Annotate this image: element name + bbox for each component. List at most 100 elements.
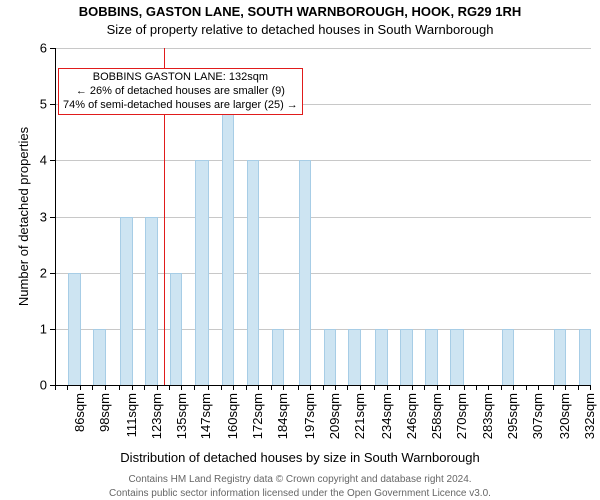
x-tick [360, 385, 361, 390]
x-tick-label: 184sqm [275, 393, 290, 439]
x-tick [67, 385, 68, 390]
x-tick-label: 332sqm [582, 393, 597, 439]
y-tick-label: 0 [0, 378, 47, 393]
x-tick-label: 209sqm [327, 393, 342, 439]
x-tick [105, 385, 106, 390]
bar [93, 329, 105, 385]
x-tick-label: 86sqm [72, 393, 87, 432]
x-tick [464, 385, 465, 390]
x-tick [488, 385, 489, 390]
x-tick [310, 385, 311, 390]
bar [272, 329, 284, 385]
x-tick [374, 385, 375, 390]
bar [425, 329, 437, 385]
y-tick [50, 48, 55, 49]
x-tick [538, 385, 539, 390]
x-tick [208, 385, 209, 390]
bar [348, 329, 360, 385]
bar [68, 273, 80, 385]
x-tick [347, 385, 348, 390]
x-tick [55, 385, 56, 390]
x-tick [335, 385, 336, 390]
x-tick [565, 385, 566, 390]
gridline [56, 217, 591, 218]
annotation-line1: BOBBINS GASTON LANE: 132sqm [63, 71, 298, 85]
x-axis-subtitle: Distribution of detached houses by size … [0, 450, 600, 465]
bar [120, 217, 132, 386]
x-tick-label: 283sqm [480, 393, 495, 439]
x-tick [144, 385, 145, 390]
x-tick-label: 320sqm [557, 393, 572, 439]
x-tick [387, 385, 388, 390]
chart-container: { "title": { "line1": "BOBBINS, GASTON L… [0, 0, 600, 500]
bar [400, 329, 412, 385]
gridline [56, 48, 591, 49]
x-tick-label: 123sqm [149, 393, 164, 439]
y-tick-label: 3 [0, 209, 47, 224]
x-tick [399, 385, 400, 390]
x-tick-label: 98sqm [97, 393, 112, 432]
x-tick [437, 385, 438, 390]
x-tick [271, 385, 272, 390]
bar [450, 329, 465, 385]
bar [554, 329, 566, 385]
x-tick [169, 385, 170, 390]
y-tick-label: 5 [0, 97, 47, 112]
gridline [56, 160, 591, 161]
y-tick-label: 1 [0, 321, 47, 336]
x-tick-label: 307sqm [530, 393, 545, 439]
x-tick [246, 385, 247, 390]
x-tick-label: 147sqm [198, 393, 213, 439]
bar [299, 160, 311, 385]
y-tick [50, 160, 55, 161]
x-tick [194, 385, 195, 390]
x-tick [258, 385, 259, 390]
bar [222, 104, 234, 385]
x-tick-label: 111sqm [124, 393, 139, 437]
annotation-line2: ← 26% of detached houses are smaller (9) [63, 85, 298, 99]
x-tick [323, 385, 324, 390]
x-tick [501, 385, 502, 390]
x-tick [80, 385, 81, 390]
annotation-line3: 74% of semi-detached houses are larger (… [63, 99, 298, 113]
plot-area: BOBBINS GASTON LANE: 132sqm← 26% of deta… [55, 48, 591, 386]
x-tick [526, 385, 527, 390]
gridline [56, 273, 591, 274]
x-tick [578, 385, 579, 390]
chart-title: BOBBINS, GASTON LANE, SOUTH WARNBOROUGH,… [0, 4, 600, 19]
y-tick-label: 6 [0, 41, 47, 56]
x-tick [233, 385, 234, 390]
x-tick [132, 385, 133, 390]
x-tick [119, 385, 120, 390]
y-tick [50, 329, 55, 330]
x-tick [424, 385, 425, 390]
footer-line-1: Contains HM Land Registry data © Crown c… [0, 474, 600, 485]
bar [247, 160, 259, 385]
x-tick-label: 295sqm [505, 393, 520, 439]
bar [145, 217, 157, 386]
x-tick [283, 385, 284, 390]
x-tick-label: 221sqm [352, 393, 367, 439]
bar [195, 160, 210, 385]
x-tick-label: 197sqm [302, 393, 317, 439]
y-tick [50, 273, 55, 274]
x-tick [157, 385, 158, 390]
x-tick [221, 385, 222, 390]
x-tick-label: 160sqm [225, 393, 240, 439]
x-tick-label: 135sqm [174, 393, 189, 439]
x-tick-label: 172sqm [250, 393, 265, 439]
footer-line-2: Contains public sector information licen… [0, 488, 600, 499]
x-tick [92, 385, 93, 390]
bar [375, 329, 387, 385]
y-tick [50, 217, 55, 218]
x-tick-label: 270sqm [454, 393, 469, 439]
x-tick [449, 385, 450, 390]
bar [170, 273, 182, 385]
bar [324, 329, 336, 385]
y-tick-label: 4 [0, 153, 47, 168]
x-tick [476, 385, 477, 390]
x-tick [590, 385, 591, 390]
x-tick [513, 385, 514, 390]
x-tick-label: 246sqm [404, 393, 419, 439]
chart-subtitle: Size of property relative to detached ho… [0, 22, 600, 37]
